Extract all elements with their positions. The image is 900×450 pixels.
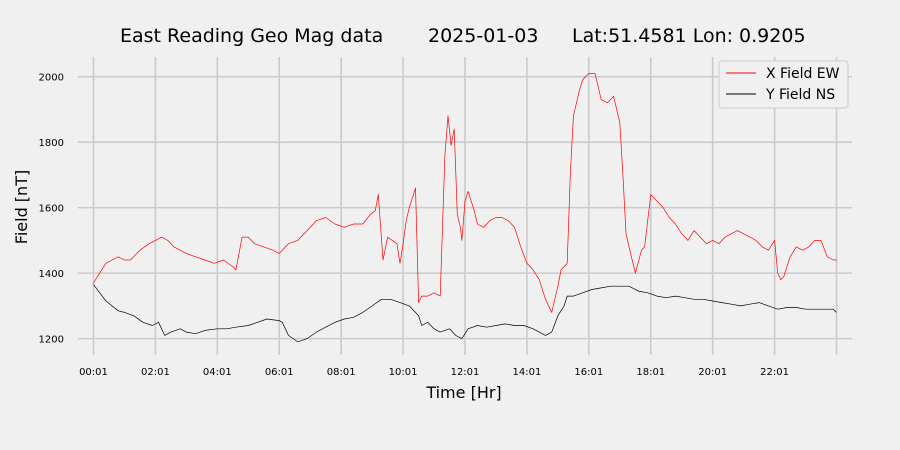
y-axis-label: Field [nT] — [12, 170, 31, 244]
y-tick-label: 1600 — [39, 204, 64, 215]
legend-label-x-field: X Field EW — [766, 66, 840, 82]
legend-label-y-field: Y Field NS — [765, 87, 835, 103]
x-tick-label: 10:01 — [389, 367, 418, 378]
x-tick-label: 20:01 — [698, 367, 727, 378]
chart-title-location: Lat:51.4581 Lon: 0.9205 — [572, 25, 806, 47]
series-line-x-field — [93, 73, 837, 313]
x-tick-label: 16:01 — [574, 367, 603, 378]
x-tick-label: 06:01 — [265, 367, 294, 378]
series-lines — [93, 73, 837, 343]
y-tick-labels: 1200 1400 1600 1800 2000 — [39, 73, 64, 346]
x-tick-label: 08:01 — [327, 367, 356, 378]
x-tick-label: 02:01 — [141, 367, 170, 378]
x-tick-label: 22:01 — [760, 367, 789, 378]
chart-title-main: East Reading Geo Mag data — [120, 25, 383, 47]
legend: X Field EW Y Field NS — [718, 60, 849, 109]
y-tick-label: 2000 — [39, 73, 64, 84]
x-tick-label: 18:01 — [636, 367, 665, 378]
y-tick-label: 1200 — [39, 335, 64, 346]
x-tick-label: 12:01 — [451, 367, 480, 378]
x-tick-label: 14:01 — [513, 367, 542, 378]
y-tick-label: 1800 — [39, 138, 64, 149]
x-axis-label: Time [Hr] — [425, 383, 501, 402]
x-tick-labels: 00:01 02:01 04:01 06:01 08:01 10:01 12:01 14:01… — [79, 367, 789, 378]
y-tick-label: 1400 — [39, 269, 64, 280]
x-tick-label: 00:01 — [79, 367, 108, 378]
chart-title-date: 2025-01-03 — [428, 25, 538, 47]
series-line-y-field — [93, 284, 837, 343]
x-tick-label: 04:01 — [203, 367, 232, 378]
